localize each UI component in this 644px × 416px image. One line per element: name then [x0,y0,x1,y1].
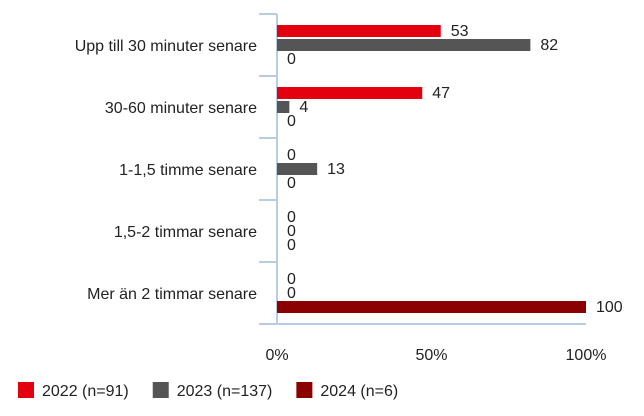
category-label: Upp till 30 minuter senare [75,38,257,55]
legend-swatch [296,382,313,398]
data-label: 0 [287,147,296,164]
bar [277,163,318,175]
category-labels: Upp till 30 minuter senare 30-60 minuter … [75,38,257,303]
x-tick-label: 0% [265,347,288,364]
data-label: 0 [287,175,296,192]
category-label: Mer än 2 timmar senare [87,286,257,303]
data-label: 0 [287,51,296,68]
data-label: 0 [287,113,296,130]
data-label: 47 [432,85,450,102]
data-label: 13 [327,161,345,178]
category-label: 1-1,5 timme senare [119,162,257,179]
category-label: 1,5-2 timmar senare [114,224,257,241]
bar-series [277,25,586,313]
data-label: 0 [287,237,296,254]
bar [277,25,441,37]
data-label: 0 [287,285,296,302]
x-tick-label: 100% [566,347,607,364]
legend-label: 2022 (n=91) [42,383,129,400]
data-label: 0 [287,271,296,288]
data-label: 100 [596,299,623,316]
data-label: 0 [287,209,296,226]
data-label: 53 [451,23,469,40]
legend: 2022 (n=91) 2023 (n=137) 2024 (n=6) [18,382,398,400]
x-axis-ticks: 0% 50% 100% [265,347,606,364]
data-label: 82 [540,37,558,54]
x-tick-label: 50% [415,347,447,364]
legend-label: 2024 (n=6) [320,383,398,400]
legend-swatch [18,382,34,398]
bar [277,87,423,99]
category-label: 30-60 minuter senare [105,100,257,117]
bar [277,301,586,313]
bar [277,39,531,51]
legend-label: 2023 (n=137) [177,383,273,400]
legend-swatch [152,382,169,398]
data-label: 4 [299,99,308,116]
data-label: 0 [287,223,296,240]
bar [277,101,290,113]
